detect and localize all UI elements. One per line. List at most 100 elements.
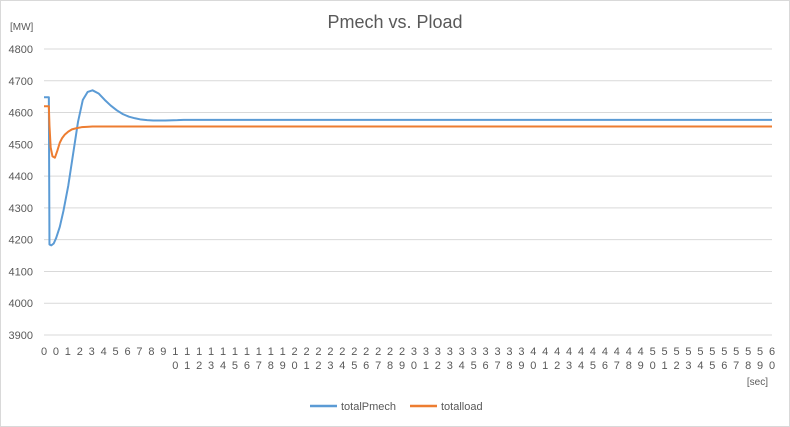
x-tick-label-second-line: 8: [268, 360, 274, 372]
x-tick-label: 2: [327, 346, 333, 358]
x-tick-label: 1: [196, 346, 202, 358]
y-tick-label: 4100: [9, 266, 33, 278]
x-tick-label: 2: [375, 346, 381, 358]
x-tick-label-second-line: 1: [423, 360, 429, 372]
x-tick-label: 3: [518, 346, 524, 358]
x-tick-label: 1: [244, 346, 250, 358]
x-tick-label-second-line: 1: [184, 360, 190, 372]
legend-label-totalload: totalload: [441, 401, 483, 413]
x-tick-label-second-line: 3: [566, 360, 572, 372]
x-tick-label: 1: [208, 346, 214, 358]
x-tick-label-second-line: 1: [542, 360, 548, 372]
x-tick-label: 3: [483, 346, 489, 358]
x-tick-label: 4: [566, 346, 572, 358]
x-tick-label: 3: [411, 346, 417, 358]
x-tick-label: 4: [578, 346, 584, 358]
x-tick-label-second-line: 2: [435, 360, 441, 372]
y-tick-label: 4400: [9, 171, 33, 183]
x-tick-label-second-line: 4: [697, 360, 703, 372]
x-tick-label: 2: [77, 346, 83, 358]
x-tick-label: 2: [399, 346, 405, 358]
y-tick-label: 4500: [9, 139, 33, 151]
x-tick-label-second-line: 2: [673, 360, 679, 372]
x-tick-label-second-line: 5: [471, 360, 477, 372]
x-tick-label-second-line: 8: [626, 360, 632, 372]
x-tick-label-second-line: 9: [280, 360, 286, 372]
x-tick-label: 5: [745, 346, 751, 358]
x-tick-label: 1: [184, 346, 190, 358]
x-tick-label: 1: [65, 346, 71, 358]
x-tick-label-second-line: 4: [459, 360, 465, 372]
x-tick-label: 1: [172, 346, 178, 358]
y-tick-labels: 3900 4000 4100 4200 4300 4400 4500 4600 4700 4800: [9, 44, 33, 342]
x-tick-label-second-line: 2: [196, 360, 202, 372]
x-tick-label-second-line: 9: [638, 360, 644, 372]
x-tick-label: 9: [160, 346, 166, 358]
x-tick-label-second-line: 5: [232, 360, 238, 372]
x-tick-label: 5: [709, 346, 715, 358]
series-line-totalload: [44, 105, 772, 159]
x-tick-label-second-line: 3: [208, 360, 214, 372]
x-tick-label: 4: [602, 346, 608, 358]
series-line-totalpmech: [44, 89, 772, 247]
x-axis-unit: [sec]: [747, 377, 768, 388]
x-tick-label-second-line: 3: [685, 360, 691, 372]
x-tick-label: 3: [494, 346, 500, 358]
x-tick-label: 4: [542, 346, 548, 358]
gridlines: [44, 48, 772, 336]
x-tick-label-second-line: 0: [292, 360, 298, 372]
y-tick-label: 4800: [9, 44, 33, 56]
x-tick-label: 1: [280, 346, 286, 358]
x-tick-label: 1: [232, 346, 238, 358]
x-tick-label-second-line: 7: [614, 360, 620, 372]
x-tick-label-second-line: 7: [494, 360, 500, 372]
legend-label-totalpmech: totalPmech: [341, 401, 396, 413]
x-tick-labels: 0 0 1 2 3 4 5 6 7 8 9 10111213141516171819202122232…: [41, 346, 775, 372]
x-tick-label-second-line: 6: [602, 360, 608, 372]
x-tick-label: 1: [256, 346, 262, 358]
x-tick-label-second-line: 6: [483, 360, 489, 372]
x-tick-label: 7: [136, 346, 142, 358]
x-tick-label-second-line: 7: [733, 360, 739, 372]
chart-title: Pmech vs. Pload: [327, 12, 462, 32]
x-tick-label-second-line: 4: [220, 360, 226, 372]
x-tick-label: 1: [220, 346, 226, 358]
x-tick-label: 2: [351, 346, 357, 358]
x-tick-label: 4: [614, 346, 620, 358]
x-tick-label: 2: [387, 346, 393, 358]
x-tick-label-second-line: 6: [721, 360, 727, 372]
x-tick-label: 4: [101, 346, 107, 358]
x-tick-label-second-line: 6: [363, 360, 369, 372]
x-tick-label-second-line: 3: [327, 360, 333, 372]
x-tick-label: 2: [339, 346, 345, 358]
x-tick-label: 0: [53, 346, 59, 358]
x-tick-label: 5: [757, 346, 763, 358]
x-tick-label-second-line: 5: [351, 360, 357, 372]
legend: totalPmech totalload: [310, 401, 483, 413]
x-tick-label-second-line: 2: [315, 360, 321, 372]
x-tick-label: 0: [41, 346, 47, 358]
x-tick-label-second-line: 5: [590, 360, 596, 372]
x-tick-label: 5: [733, 346, 739, 358]
x-tick-label: 4: [530, 346, 536, 358]
x-tick-label-second-line: 4: [578, 360, 584, 372]
x-tick-label: 3: [435, 346, 441, 358]
x-tick-label-second-line: 1: [662, 360, 668, 372]
y-tick-label: 4600: [9, 108, 33, 120]
x-tick-label-second-line: 8: [745, 360, 751, 372]
x-tick-label: 3: [89, 346, 95, 358]
x-tick-label-second-line: 0: [172, 360, 178, 372]
x-tick-label-second-line: 0: [650, 360, 656, 372]
x-tick-label: 1: [268, 346, 274, 358]
x-tick-label: 6: [769, 346, 775, 358]
x-tick-label-second-line: 8: [506, 360, 512, 372]
x-tick-label: 2: [303, 346, 309, 358]
x-tick-label-second-line: 9: [757, 360, 763, 372]
x-tick-label-second-line: 7: [256, 360, 262, 372]
x-tick-label: 5: [685, 346, 691, 358]
x-tick-label: 6: [124, 346, 130, 358]
x-tick-label-second-line: 9: [399, 360, 405, 372]
x-tick-label-second-line: 9: [518, 360, 524, 372]
